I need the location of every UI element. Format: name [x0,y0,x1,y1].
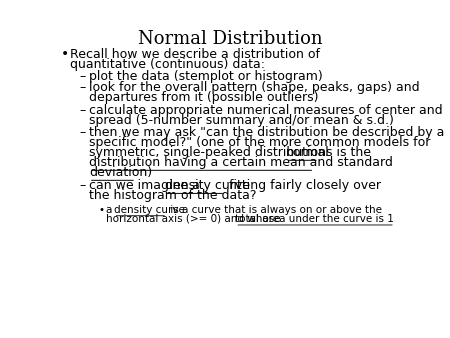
Text: Normal Distribution: Normal Distribution [138,30,323,48]
Text: can we imagine a: can we imagine a [89,179,204,192]
Text: •: • [98,204,104,215]
Text: –: – [80,70,86,83]
Text: density curve: density curve [113,204,184,215]
Text: departures from it (possible outliers): departures from it (possible outliers) [89,92,318,104]
Text: a: a [106,204,116,215]
Text: normal: normal [286,146,329,159]
Text: quantitative (continuous) data:: quantitative (continuous) data: [70,58,265,71]
Text: the histogram of the data?: the histogram of the data? [89,189,256,202]
Text: Recall how we describe a distribution of: Recall how we describe a distribution of [70,48,320,61]
Text: specific model?" (one of the more common models for: specific model?" (one of the more common… [89,136,430,149]
Text: total area under the curve is 1: total area under the curve is 1 [235,214,394,224]
Text: •: • [61,47,69,61]
Text: density curve: density curve [165,179,250,192]
Text: distribution having a certain mean and standard: distribution having a certain mean and s… [89,156,393,169]
Text: spread (5-number summary and/or mean & s.d.): spread (5-number summary and/or mean & s… [89,114,394,127]
Text: –: – [80,126,86,139]
Text: horizontal axis (>= 0) and whose: horizontal axis (>= 0) and whose [106,214,284,224]
Text: fitting fairly closely over: fitting fairly closely over [225,179,381,192]
Text: –: – [80,81,86,94]
Text: deviation): deviation) [89,166,152,179]
Text: calculate appropriate numerical measures of center and: calculate appropriate numerical measures… [89,104,442,117]
Text: look for the overall pattern (shape, peaks, gaps) and: look for the overall pattern (shape, pea… [89,81,419,94]
Text: is a curve that is always on or above the: is a curve that is always on or above th… [167,204,382,215]
Text: symmetric, single-peaked distributions is the: symmetric, single-peaked distributions i… [89,146,375,159]
Text: then we may ask "can the distribution be described by a: then we may ask "can the distribution be… [89,126,444,139]
Text: –: – [80,179,86,192]
Text: plot the data (stemplot or histogram): plot the data (stemplot or histogram) [89,70,323,83]
Text: –: – [80,104,86,117]
